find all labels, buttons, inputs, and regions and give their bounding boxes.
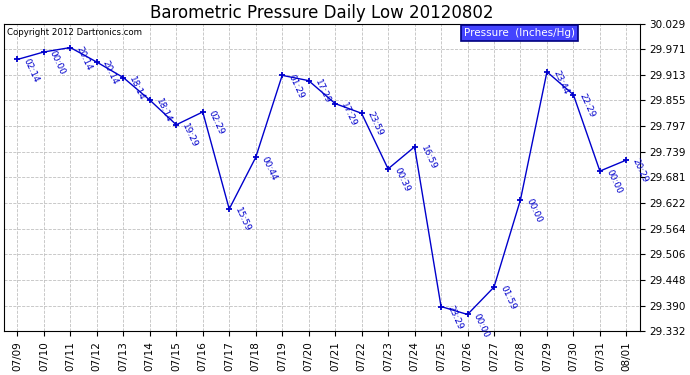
Text: 23:29: 23:29 xyxy=(445,304,464,331)
Text: 17:29: 17:29 xyxy=(339,101,358,128)
Title: Barometric Pressure Daily Low 20120802: Barometric Pressure Daily Low 20120802 xyxy=(150,4,493,22)
Text: 02:14: 02:14 xyxy=(21,57,41,84)
Text: 00:00: 00:00 xyxy=(604,168,623,195)
Text: 00:00: 00:00 xyxy=(472,312,491,339)
Text: 00:00: 00:00 xyxy=(48,49,67,76)
Text: 19:29: 19:29 xyxy=(180,122,199,149)
Text: 18:14: 18:14 xyxy=(128,75,146,102)
Text: Copyright 2012 Dartronics.com: Copyright 2012 Dartronics.com xyxy=(8,28,142,38)
Text: 18:14: 18:14 xyxy=(154,97,173,124)
Text: 23:44: 23:44 xyxy=(551,69,570,96)
Text: 01:29: 01:29 xyxy=(286,73,306,100)
Text: 20:29: 20:29 xyxy=(631,157,649,184)
Text: 20:14: 20:14 xyxy=(75,45,94,72)
Text: 16:59: 16:59 xyxy=(419,144,438,171)
Text: 00:44: 00:44 xyxy=(260,154,279,182)
Text: 00:39: 00:39 xyxy=(392,166,411,194)
Text: 17:29: 17:29 xyxy=(313,78,332,105)
Text: 23:59: 23:59 xyxy=(366,111,385,138)
Text: 02:29: 02:29 xyxy=(207,109,226,136)
Text: 22:29: 22:29 xyxy=(578,92,597,119)
Text: 01:59: 01:59 xyxy=(498,284,518,312)
Text: 00:00: 00:00 xyxy=(524,197,544,224)
Text: Pressure  (Inches/Hg): Pressure (Inches/Hg) xyxy=(464,28,575,38)
Text: 20:14: 20:14 xyxy=(101,59,120,86)
Text: 15:59: 15:59 xyxy=(233,206,253,234)
